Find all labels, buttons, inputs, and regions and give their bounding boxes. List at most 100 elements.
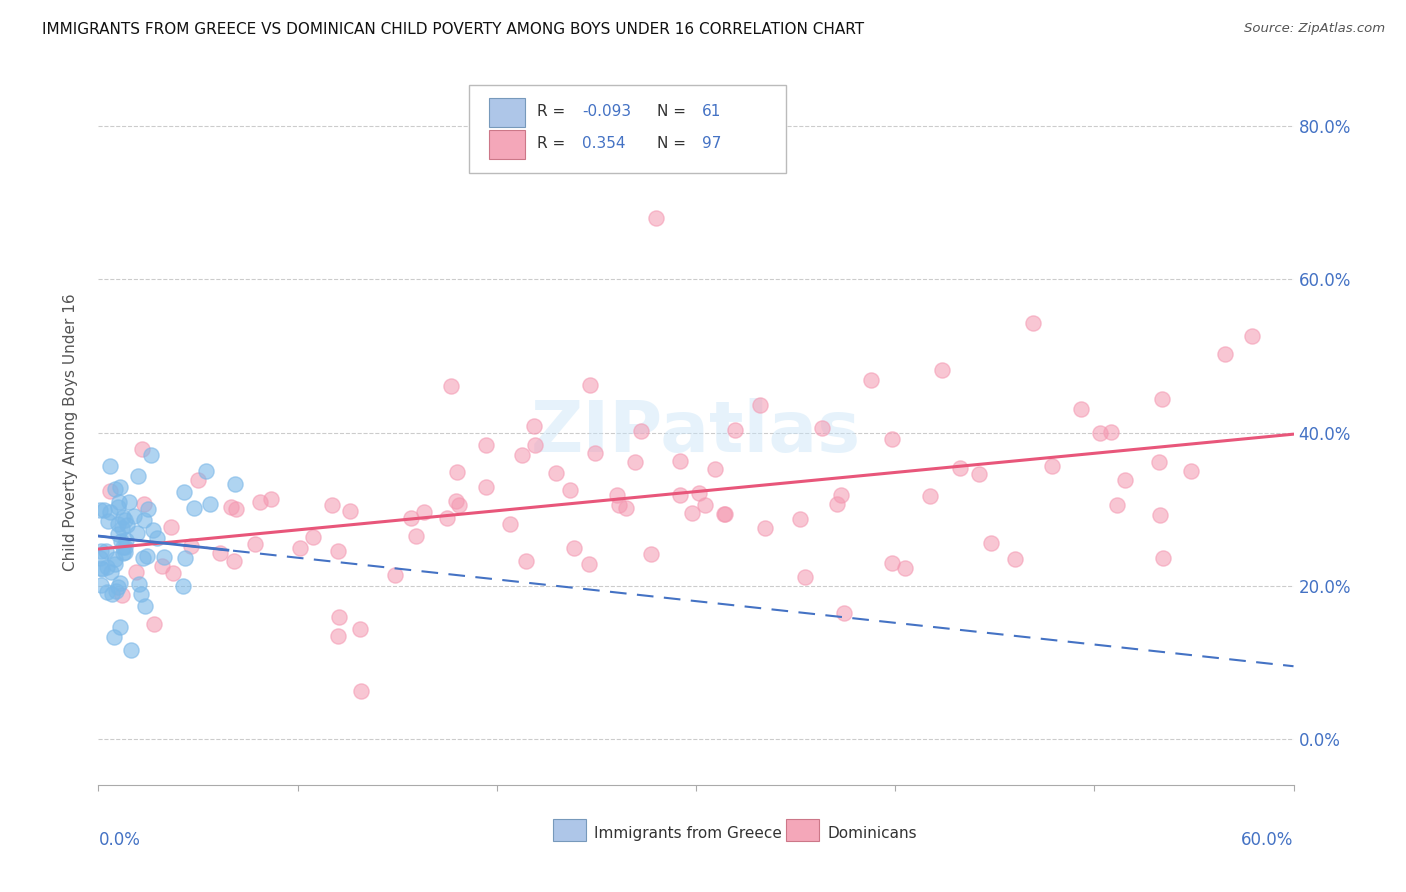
Point: [225, 502, 247, 516]
Point: [112, 546, 135, 560]
Text: 0.0%: 0.0%: [98, 830, 141, 849]
Point: [103, 630, 125, 644]
Point: [132, 513, 155, 527]
Point: [399, 510, 422, 524]
Point: [162, 566, 184, 580]
Point: [132, 551, 155, 566]
Point: [134, 599, 156, 614]
Point: [645, 211, 668, 226]
Point: [114, 513, 136, 527]
Point: [512, 448, 534, 462]
Point: [90, 561, 112, 575]
Point: [499, 517, 522, 532]
Point: [1004, 552, 1026, 566]
Point: [98, 458, 121, 473]
Point: [688, 486, 710, 500]
Point: [328, 610, 350, 624]
Point: [159, 519, 181, 533]
Point: [614, 501, 637, 516]
Point: [859, 373, 882, 387]
Point: [714, 507, 737, 521]
Text: Immigrants from Greece: Immigrants from Greece: [595, 826, 782, 841]
Point: [1099, 425, 1122, 439]
Text: Dominicans: Dominicans: [827, 826, 917, 841]
Point: [259, 492, 281, 507]
Point: [224, 477, 246, 491]
Point: [132, 497, 155, 511]
Point: [560, 483, 582, 497]
Text: N =: N =: [657, 136, 690, 152]
Point: [1022, 317, 1045, 331]
Point: [606, 488, 628, 502]
Point: [811, 421, 834, 435]
Point: [980, 536, 1002, 550]
Point: [96, 584, 118, 599]
Text: ZIPatlas: ZIPatlas: [531, 398, 860, 467]
Point: [384, 568, 406, 582]
Point: [104, 552, 127, 566]
Point: [131, 442, 153, 456]
FancyBboxPatch shape: [489, 98, 524, 128]
Point: [108, 575, 131, 590]
Point: [321, 498, 343, 512]
Point: [136, 502, 159, 516]
Point: [630, 424, 652, 438]
Point: [104, 583, 127, 598]
Point: [128, 576, 150, 591]
Point: [894, 560, 917, 574]
Text: 60.0%: 60.0%: [1241, 830, 1294, 849]
Text: N =: N =: [657, 104, 690, 120]
Point: [515, 554, 537, 568]
Point: [100, 565, 122, 579]
Text: IMMIGRANTS FROM GREECE VS DOMINICAN CHILD POVERTY AMONG BOYS UNDER 16 CORRELATIO: IMMIGRANTS FROM GREECE VS DOMINICAN CHIL…: [42, 22, 865, 37]
Point: [931, 363, 953, 377]
Point: [523, 419, 546, 434]
Point: [142, 617, 165, 632]
Text: R =: R =: [537, 104, 571, 120]
Point: [789, 512, 811, 526]
Point: [104, 482, 127, 496]
Point: [920, 489, 942, 503]
Point: [1149, 455, 1171, 469]
Text: Source: ZipAtlas.com: Source: ZipAtlas.com: [1244, 22, 1385, 36]
Point: [1088, 425, 1111, 440]
Point: [194, 465, 217, 479]
Point: [1114, 473, 1136, 487]
Point: [880, 432, 903, 446]
Point: [969, 467, 991, 481]
Point: [120, 642, 142, 657]
Point: [101, 587, 124, 601]
Point: [150, 559, 173, 574]
Point: [1213, 347, 1236, 361]
Point: [524, 438, 547, 452]
Point: [607, 498, 630, 512]
Point: [640, 547, 662, 561]
Point: [436, 511, 458, 525]
Point: [412, 505, 434, 519]
Point: [349, 622, 371, 636]
Point: [219, 500, 242, 514]
Point: [98, 483, 121, 498]
Point: [107, 517, 129, 532]
Point: [198, 497, 221, 511]
Point: [180, 540, 202, 554]
Point: [93, 503, 115, 517]
Point: [127, 468, 149, 483]
Point: [142, 523, 165, 537]
Point: [146, 531, 169, 545]
Text: 0.354: 0.354: [582, 136, 626, 152]
Point: [152, 550, 174, 565]
Point: [693, 498, 716, 512]
Point: [405, 528, 427, 542]
Point: [350, 684, 373, 698]
Point: [1152, 551, 1174, 566]
Point: [1240, 328, 1263, 343]
Point: [585, 446, 607, 460]
Point: [704, 462, 727, 476]
Point: [98, 505, 121, 519]
Point: [114, 545, 136, 559]
Point: [111, 587, 134, 601]
Point: [328, 544, 350, 558]
Point: [1040, 459, 1063, 474]
Point: [111, 520, 134, 534]
